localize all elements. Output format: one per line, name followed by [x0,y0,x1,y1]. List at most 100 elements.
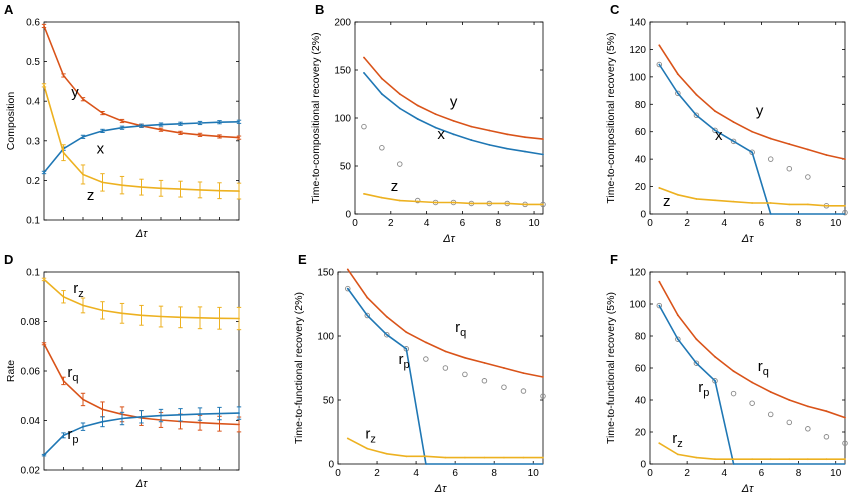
y-tick-label: 60 [635,127,647,138]
data-point [434,126,437,129]
open-circle-point [675,90,681,97]
data-point [179,413,182,416]
data-point [179,188,182,191]
panel-label: B [315,2,324,17]
y-tick-label: 0.04 [21,416,41,427]
data-point [542,138,544,141]
x-axis-label: Δτ [135,478,148,490]
series-label: rq [455,319,466,339]
series-label: y [756,102,764,119]
data-point [101,181,104,184]
open-circle-point [414,197,421,204]
y-tick-label: 0.1 [26,216,40,227]
data-point [714,199,716,202]
open-circle-point [823,434,830,440]
data-point [101,408,104,411]
y-tick-label: 120 [629,45,646,56]
series-line-y [658,44,846,160]
data-point [238,190,240,192]
open-circle-point [805,174,811,180]
data-point [43,342,45,345]
x-tick-label: 4 [413,468,419,479]
data-point [43,25,45,27]
panel-label: F [610,252,618,267]
data-point [380,93,383,95]
data-point [416,104,419,107]
data-point [405,455,408,458]
data-point [452,201,455,204]
x-tick-label: 4 [424,218,430,229]
data-point [506,147,509,150]
data-point [483,456,486,459]
data-point [751,381,754,384]
data-point [398,107,401,110]
data-point [470,125,473,128]
data-point [714,458,716,461]
data-point [385,452,388,455]
series-line-rp [347,288,427,465]
x-tick-label: 10 [830,218,842,229]
y-tick-label: 0.3 [26,136,40,147]
panel-label: E [298,252,307,267]
data-point [101,130,104,132]
data-point [160,123,162,126]
series-label: rz [365,425,376,445]
y-axis-label: Composition [5,92,17,151]
open-circle-point [712,127,718,134]
data-point [218,317,221,320]
open-circle-point [462,371,468,378]
data-point [121,126,123,129]
x-tick-label: 2 [684,218,690,229]
data-point [542,376,544,378]
data-point [363,56,365,59]
data-point [464,456,466,459]
data-point [524,136,526,139]
data-point [524,150,526,153]
data-point [506,133,509,136]
x-tick-label: 4 [722,218,728,229]
y-tick-label: 150 [334,66,351,77]
data-point [695,456,698,459]
y-tick-label: 200 [334,18,351,29]
x-tick-label: 0 [647,218,653,229]
data-point [506,202,509,205]
series-label: y [71,84,79,101]
x-tick-label: 8 [495,218,501,229]
x-axis-label: Δτ [442,233,455,245]
data-point [542,456,544,459]
y-axis-label: Time-to-compositional recovery (2%) [310,32,322,203]
panel-B: B 0 50 100 150 200 0 2 4 6 8 10 Δτ Time-to-compositio… [310,2,546,245]
data-point [121,184,123,187]
data-point [140,124,143,127]
data-point [199,133,201,136]
data-point [788,203,791,206]
y-tick-label: 0.2 [26,176,40,187]
data-point [199,413,201,415]
y-tick-label: 0.5 [26,57,40,68]
data-point [503,367,505,369]
open-circle-point [656,61,663,68]
data-point [844,204,846,207]
data-point [140,415,143,418]
panel-label: A [4,2,14,17]
data-point [695,338,698,341]
data-point [676,338,679,341]
x-tick-label: 0 [335,468,341,479]
data-point [658,442,661,445]
data-point [346,437,349,440]
y-tick-label: 0 [640,210,646,221]
series-label: rz [73,280,84,300]
open-circle-point [805,426,811,432]
x-tick-label: 4 [722,468,728,479]
open-circle-point [361,123,367,130]
open-circle-point [749,400,755,406]
data-point [218,121,221,124]
data-point [398,93,401,95]
data-point [101,420,104,423]
series-label: z [663,193,671,210]
open-circle-point [364,312,371,319]
series-label: x [97,140,105,157]
data-point [43,278,45,281]
data-point [366,314,369,317]
